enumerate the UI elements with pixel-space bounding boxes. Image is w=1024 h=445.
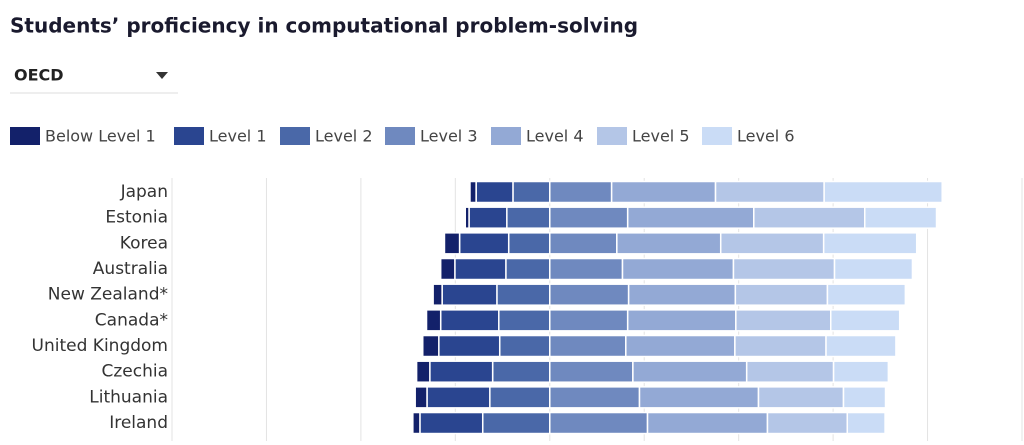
bar bbox=[626, 309, 737, 332]
bar bbox=[507, 232, 551, 255]
bar bbox=[864, 206, 938, 229]
y-tick-label: Japan bbox=[120, 182, 168, 202]
chart-title: Students’ proficiency in computational p… bbox=[10, 14, 638, 38]
bar bbox=[505, 257, 551, 281]
bar bbox=[823, 180, 943, 204]
y-tick-label: Korea bbox=[120, 233, 168, 253]
y-tick-label: Australia bbox=[93, 259, 168, 279]
bar bbox=[626, 206, 755, 229]
bar bbox=[464, 206, 470, 229]
bar bbox=[496, 283, 551, 306]
bar bbox=[549, 257, 624, 281]
bar bbox=[549, 411, 649, 435]
bar bbox=[830, 309, 901, 332]
bar bbox=[719, 232, 825, 255]
bar bbox=[491, 360, 551, 383]
bar bbox=[439, 257, 456, 281]
bar bbox=[512, 180, 551, 204]
bar bbox=[714, 180, 825, 204]
dropdown-label[interactable]: OECD bbox=[14, 66, 64, 85]
bar bbox=[627, 283, 737, 306]
bar bbox=[757, 386, 845, 409]
bar bbox=[549, 334, 627, 358]
bar bbox=[549, 283, 630, 306]
y-tick-label: Canada* bbox=[95, 310, 168, 330]
y-tick-label: Ireland bbox=[109, 413, 168, 433]
bar bbox=[766, 411, 849, 435]
legend-label: Level 4 bbox=[526, 127, 584, 146]
bar bbox=[745, 360, 835, 383]
y-tick-label: United Kingdom bbox=[32, 336, 168, 356]
legend-label: Level 1 bbox=[209, 127, 267, 146]
bar bbox=[735, 309, 832, 332]
bar bbox=[833, 257, 914, 281]
bar bbox=[426, 386, 491, 409]
bar bbox=[498, 334, 551, 358]
legend-swatch bbox=[174, 127, 204, 145]
bar bbox=[549, 360, 634, 383]
legend-label: Level 5 bbox=[632, 127, 690, 146]
bar bbox=[481, 411, 551, 435]
legend-swatch bbox=[10, 127, 40, 145]
legend-label: Below Level 1 bbox=[45, 127, 156, 146]
bar bbox=[842, 386, 887, 409]
y-tick-label: New Zealand* bbox=[48, 285, 168, 305]
bar bbox=[632, 360, 748, 383]
bar bbox=[468, 206, 508, 229]
bar bbox=[469, 180, 477, 204]
bar bbox=[646, 411, 769, 435]
bar bbox=[422, 334, 440, 358]
bar bbox=[425, 309, 442, 332]
bar bbox=[825, 334, 897, 358]
legend-swatch bbox=[597, 127, 627, 145]
bar bbox=[489, 386, 551, 409]
bar bbox=[415, 360, 431, 383]
y-tick-label: Lithuania bbox=[89, 387, 168, 407]
bar bbox=[625, 334, 736, 358]
bar bbox=[549, 386, 641, 409]
bar bbox=[498, 309, 551, 332]
bar bbox=[734, 283, 829, 306]
dropdown-arrow[interactable] bbox=[156, 72, 168, 79]
legend-swatch bbox=[702, 127, 732, 145]
bar bbox=[432, 283, 443, 306]
bar bbox=[616, 232, 722, 255]
bar bbox=[822, 232, 918, 255]
bar bbox=[441, 283, 498, 306]
y-tick-label: Estonia bbox=[105, 208, 168, 228]
bar bbox=[549, 206, 629, 229]
bar bbox=[732, 257, 836, 281]
legend-label: Level 6 bbox=[737, 127, 795, 146]
bar bbox=[734, 334, 827, 358]
bar bbox=[429, 360, 494, 383]
legend-label: Level 2 bbox=[315, 127, 373, 146]
legend-swatch bbox=[280, 127, 310, 145]
y-tick-label: Czechia bbox=[101, 362, 168, 382]
bar bbox=[638, 386, 760, 409]
bar bbox=[443, 232, 461, 255]
bar bbox=[549, 232, 618, 255]
bar bbox=[846, 411, 886, 435]
bar bbox=[753, 206, 866, 229]
legend-label: Level 3 bbox=[420, 127, 478, 146]
bar bbox=[454, 257, 507, 281]
bar bbox=[475, 180, 514, 204]
legend-swatch bbox=[491, 127, 521, 145]
bar bbox=[458, 232, 510, 255]
dropdown[interactable]: OECD bbox=[10, 66, 178, 94]
bar bbox=[549, 180, 613, 204]
bar bbox=[438, 334, 501, 358]
legend-swatch bbox=[385, 127, 415, 145]
bar bbox=[412, 411, 421, 435]
bar bbox=[414, 386, 428, 409]
bar bbox=[439, 309, 500, 332]
bar bbox=[506, 206, 551, 229]
bar bbox=[621, 257, 735, 281]
bar bbox=[826, 283, 907, 306]
bar bbox=[549, 309, 629, 332]
bar bbox=[832, 360, 890, 383]
bar bbox=[419, 411, 484, 435]
bar bbox=[610, 180, 717, 204]
